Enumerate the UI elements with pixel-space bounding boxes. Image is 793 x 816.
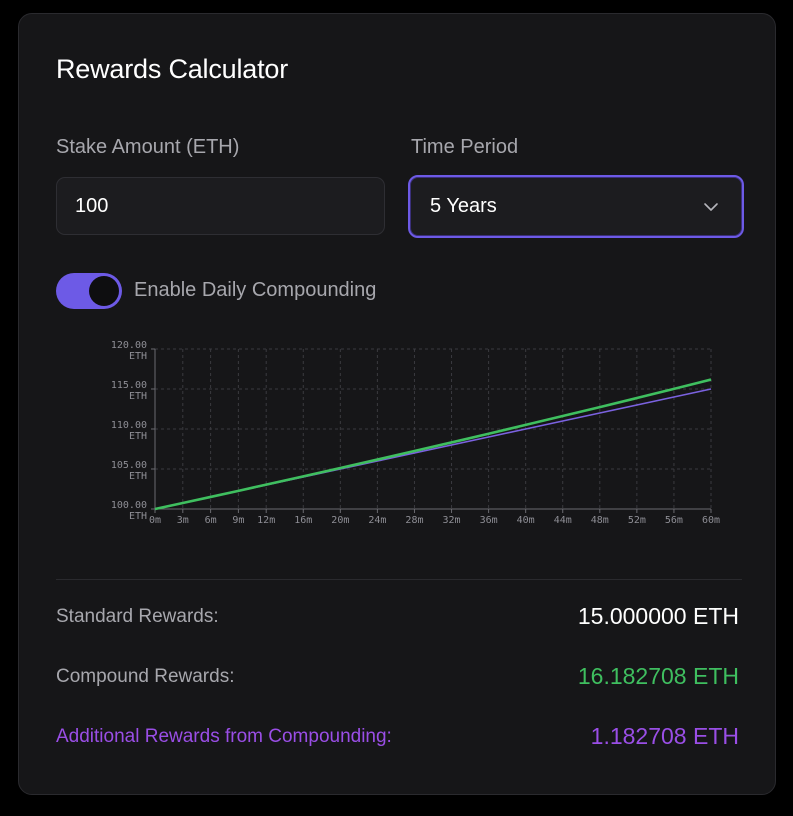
stake-amount-value: 100	[75, 194, 109, 217]
chart-y-tick-unit: ETH	[129, 511, 147, 522]
time-period-label: Time Period	[411, 136, 519, 158]
time-period-select[interactable]: 5 Years	[408, 175, 744, 238]
chart-x-tick-label: 32m	[443, 515, 461, 526]
page-title: Rewards Calculator	[56, 54, 288, 84]
additional-rewards-label: Additional Rewards from Compounding:	[56, 726, 392, 747]
chart-x-tick-label: 9m	[232, 515, 244, 526]
chart-x-tick-label: 24m	[368, 515, 386, 526]
chart-y-tick-label: 115.00	[111, 380, 147, 391]
chart-series-compound-line	[154, 378, 712, 511]
chart-y-tick-unit: ETH	[129, 351, 147, 362]
compounding-toggle[interactable]	[56, 273, 122, 309]
chart-x-tick-label: 0m	[149, 515, 161, 526]
divider	[56, 579, 742, 580]
chart-y-tick-label: 105.00	[111, 460, 147, 471]
chart-x-tick-label: 52m	[628, 515, 646, 526]
chart-x-tick-label: 60m	[702, 515, 720, 526]
chevron-down-icon	[704, 203, 718, 211]
toggle-knob	[89, 276, 119, 306]
chart-x-tick-label: 3m	[177, 515, 189, 526]
standard-rewards-value: 15.000000 ETH	[577, 603, 739, 629]
chart-x-tick-label: 6m	[205, 515, 217, 526]
rewards-chart: 100.00ETH105.00ETH110.00ETH115.00ETH120.…	[111, 340, 720, 526]
stake-amount-label: Stake Amount (ETH)	[56, 136, 240, 158]
compounding-label: Enable Daily Compounding	[134, 279, 377, 301]
compound-rewards-label: Compound Rewards:	[56, 666, 235, 687]
chart-x-tick-label: 40m	[517, 515, 535, 526]
chart-x-tick-label: 44m	[554, 515, 572, 526]
chart-x-tick-label: 48m	[591, 515, 609, 526]
chart-x-tick-label: 12m	[257, 515, 275, 526]
stake-amount-input[interactable]: 100	[56, 177, 385, 235]
chart-x-tick-label: 36m	[480, 515, 498, 526]
standard-rewards-label: Standard Rewards:	[56, 606, 219, 627]
chart-y-tick-label: 120.00	[111, 340, 147, 351]
rewards-calculator-card: Rewards Calculator Stake Amount (ETH) 10…	[18, 13, 776, 795]
chart-x-tick-label: 16m	[294, 515, 312, 526]
chart-y-tick-unit: ETH	[129, 431, 147, 442]
chart-x-tick-label: 56m	[665, 515, 683, 526]
chart-x-tick-label: 20m	[331, 515, 349, 526]
chart-y-tick-label: 110.00	[111, 420, 147, 431]
additional-rewards-value: 1.182708 ETH	[590, 723, 739, 749]
chart-y-tick-label: 100.00	[111, 500, 147, 511]
compound-rewards-value: 16.182708 ETH	[577, 663, 739, 689]
chart-y-tick-unit: ETH	[129, 391, 147, 402]
chart-y-tick-unit: ETH	[129, 471, 147, 482]
time-period-selected: 5 Years	[430, 195, 497, 217]
chart-x-tick-label: 28m	[405, 515, 423, 526]
